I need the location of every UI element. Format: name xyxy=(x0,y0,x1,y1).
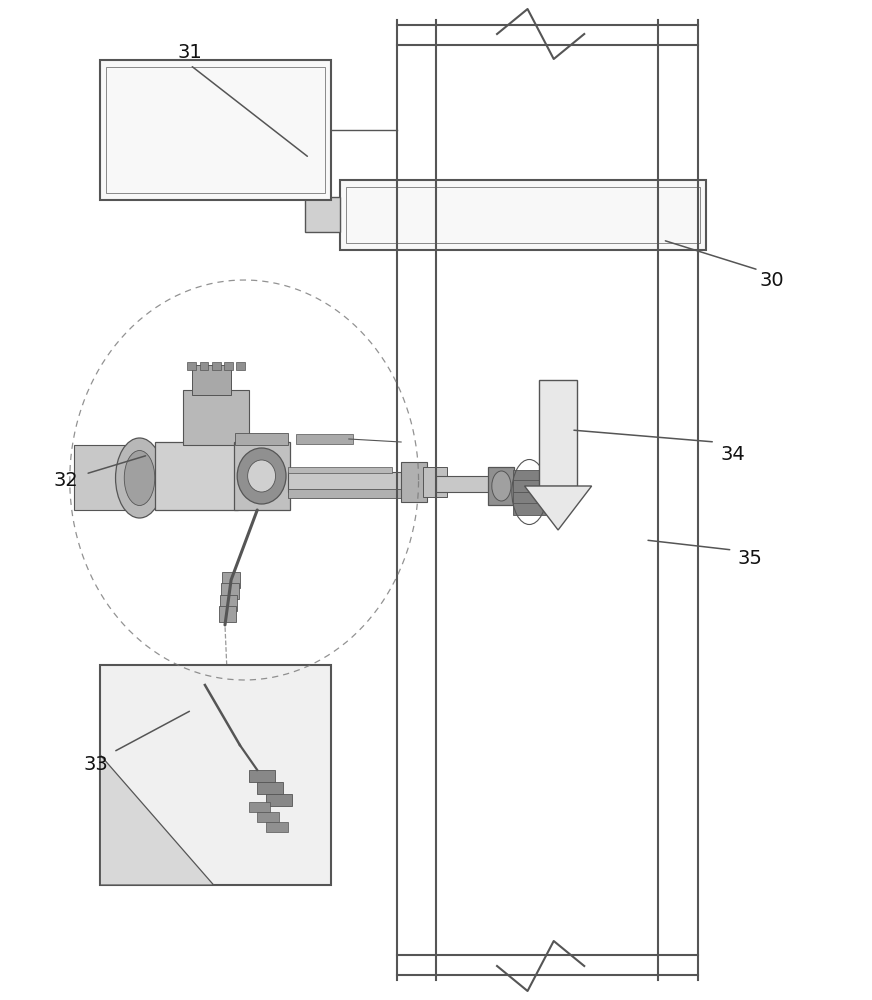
Bar xyxy=(513,492,546,504)
Bar xyxy=(539,380,577,486)
Bar xyxy=(74,445,125,510)
Text: 33: 33 xyxy=(84,756,108,774)
Bar xyxy=(288,489,401,498)
Bar xyxy=(423,467,447,497)
Text: 35: 35 xyxy=(738,548,762,568)
Text: 31: 31 xyxy=(178,42,202,62)
Bar xyxy=(212,362,221,370)
Bar xyxy=(266,822,288,832)
Ellipse shape xyxy=(124,450,155,506)
Bar xyxy=(100,60,331,200)
Ellipse shape xyxy=(492,471,511,501)
Bar xyxy=(249,802,270,812)
Bar xyxy=(235,433,288,445)
Bar xyxy=(488,467,514,505)
Bar xyxy=(513,470,546,482)
Bar xyxy=(192,365,231,395)
Ellipse shape xyxy=(115,438,163,518)
Bar xyxy=(236,362,245,370)
Polygon shape xyxy=(100,755,214,885)
Text: 34: 34 xyxy=(720,446,745,464)
Bar xyxy=(100,665,331,885)
Text: 30: 30 xyxy=(760,270,784,290)
Bar xyxy=(305,197,340,232)
Bar xyxy=(257,812,279,822)
Bar xyxy=(513,480,546,492)
Bar xyxy=(346,187,700,243)
Bar xyxy=(401,462,427,502)
Bar xyxy=(288,467,392,473)
Bar xyxy=(222,572,240,588)
Bar xyxy=(296,434,353,444)
Bar xyxy=(221,583,239,599)
Bar xyxy=(187,362,196,370)
Text: 32: 32 xyxy=(53,471,78,489)
Bar xyxy=(266,794,292,806)
Circle shape xyxy=(237,448,286,504)
Bar xyxy=(234,442,290,510)
Bar xyxy=(249,770,275,782)
Bar xyxy=(257,782,283,794)
Bar xyxy=(106,67,325,193)
Bar xyxy=(288,472,410,492)
Bar xyxy=(340,180,706,250)
Circle shape xyxy=(248,460,276,492)
Bar xyxy=(220,595,237,611)
Bar xyxy=(436,476,493,492)
Bar xyxy=(183,390,249,445)
Bar xyxy=(513,503,546,515)
Bar xyxy=(219,606,236,622)
Bar xyxy=(224,362,233,370)
Bar xyxy=(200,362,208,370)
Bar xyxy=(155,442,238,510)
Polygon shape xyxy=(525,486,591,530)
